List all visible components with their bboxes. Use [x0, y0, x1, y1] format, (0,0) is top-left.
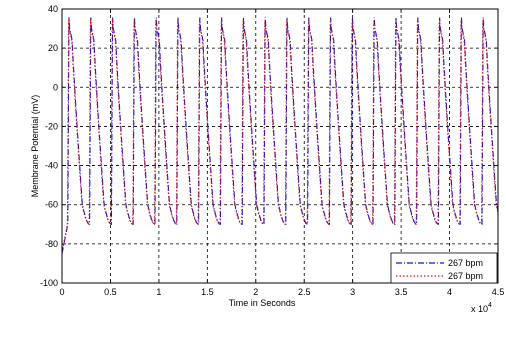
- series-layer: [61, 17, 499, 254]
- grid: [62, 9, 498, 283]
- y-tick-label: -80: [45, 239, 58, 249]
- x-exponent-base: x 10: [471, 304, 488, 314]
- y-tick-label: 0: [53, 82, 58, 92]
- x-tick-label: 2.5: [298, 287, 311, 297]
- y-axis-label: Membrane Potential (mV): [30, 95, 40, 198]
- legend: 267 bpm 267 bpm: [390, 252, 498, 284]
- x-axis-label: Time in Seconds: [229, 298, 296, 308]
- x-tick-label: 0.5: [104, 287, 117, 297]
- x-tick-label: 1: [156, 287, 161, 297]
- x-tick-label: 1.5: [201, 287, 214, 297]
- y-tick-label: -60: [45, 200, 58, 210]
- legend-label-series-2: 267 bpm: [448, 271, 483, 281]
- legend-label-series-1: 267 bpm: [448, 258, 483, 268]
- ticks: 0 0.5 1 1.5 2 2.5 3 3.5 4 4.5 40 20 0 -20 -40 -60 -80 -10…: [40, 4, 504, 297]
- x-tick-label: 3: [350, 287, 355, 297]
- y-tick-label: -100: [40, 278, 58, 288]
- y-tick-label: -20: [45, 121, 58, 131]
- y-tick-label: 20: [48, 43, 58, 53]
- x-tick-label: 4: [447, 287, 452, 297]
- x-exponent-power: 4: [488, 302, 492, 309]
- y-tick-label: 40: [48, 4, 58, 14]
- plot-frame: [61, 8, 499, 284]
- y-tick-label: -40: [45, 161, 58, 171]
- series-line-2: [61, 19, 499, 252]
- plot-area: [62, 9, 498, 283]
- x-tick-label: 4.5: [492, 287, 505, 297]
- x-tick-label: 3.5: [395, 287, 408, 297]
- x-exponent-label: x 104: [471, 302, 492, 314]
- legend-box: [390, 252, 498, 284]
- x-tick-label: 2: [253, 287, 258, 297]
- x-tick-label: 0: [59, 287, 64, 297]
